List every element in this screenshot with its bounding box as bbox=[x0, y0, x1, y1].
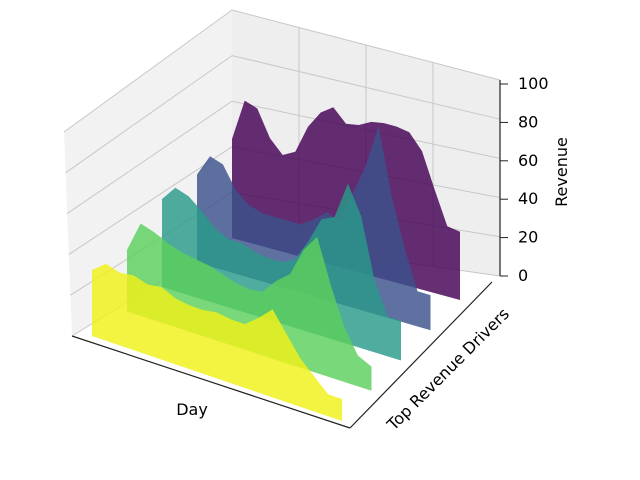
series-area-3 bbox=[162, 183, 401, 361]
series-area-1 bbox=[92, 263, 342, 421]
z-tick-label: 0 bbox=[518, 266, 528, 285]
z-tick-label: 80 bbox=[518, 112, 538, 131]
y-axis-label: Top Revenue Drivers bbox=[383, 304, 513, 434]
left-gridline bbox=[66, 100, 233, 215]
z-tick-label: 100 bbox=[518, 74, 549, 93]
y-axis-line bbox=[349, 281, 493, 429]
left-gridline bbox=[65, 55, 233, 174]
x-axis-label: Day bbox=[176, 400, 208, 419]
z-tick-label: 40 bbox=[518, 189, 538, 208]
x-axis-line bbox=[71, 335, 351, 429]
z-tick-label: 60 bbox=[518, 151, 538, 170]
z-tick-label: 20 bbox=[518, 228, 538, 247]
left-gridline bbox=[63, 9, 233, 133]
series-area-2 bbox=[127, 223, 372, 391]
z-axis-label: Revenue bbox=[552, 137, 571, 207]
